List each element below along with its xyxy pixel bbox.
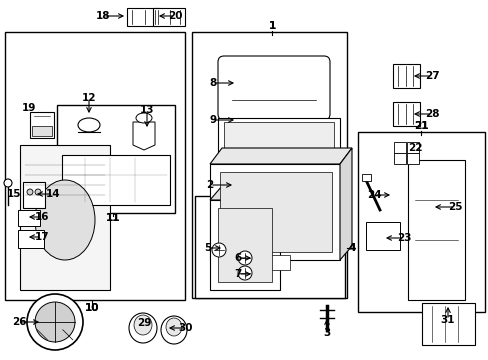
Polygon shape [18, 210, 40, 226]
Bar [195, 196, 345, 298]
Bar [62, 155, 170, 205]
Ellipse shape [134, 315, 152, 335]
Bar [32, 126, 52, 136]
Text: 22: 22 [407, 143, 421, 153]
Text: 10: 10 [84, 303, 99, 313]
Bar [357, 132, 484, 312]
Text: 26: 26 [12, 317, 26, 327]
Circle shape [27, 294, 83, 350]
Text: 7: 7 [234, 269, 241, 279]
Text: 28: 28 [424, 109, 438, 119]
Polygon shape [209, 186, 291, 200]
Text: 20: 20 [167, 11, 182, 21]
Text: 15: 15 [7, 189, 21, 199]
Text: 1: 1 [268, 21, 275, 31]
FancyBboxPatch shape [406, 142, 418, 153]
Bar [218, 118, 339, 160]
Text: 4: 4 [347, 243, 355, 253]
Bar [209, 164, 339, 260]
Text: 8: 8 [209, 78, 216, 88]
Ellipse shape [35, 180, 95, 260]
Bar [224, 122, 333, 156]
Circle shape [27, 189, 33, 195]
Polygon shape [23, 182, 45, 208]
FancyBboxPatch shape [361, 174, 370, 180]
Text: 29: 29 [137, 318, 151, 328]
Polygon shape [218, 208, 271, 282]
FancyBboxPatch shape [406, 153, 418, 164]
Text: 13: 13 [140, 105, 154, 115]
Polygon shape [339, 148, 351, 260]
Text: 31: 31 [440, 315, 454, 325]
Text: 27: 27 [424, 71, 438, 81]
Text: 5: 5 [204, 243, 211, 253]
Text: 19: 19 [22, 103, 36, 113]
Text: 16: 16 [35, 212, 49, 222]
FancyBboxPatch shape [218, 56, 329, 120]
Bar [57, 105, 175, 213]
FancyBboxPatch shape [393, 153, 405, 164]
Circle shape [238, 266, 251, 280]
Ellipse shape [136, 113, 152, 123]
Text: 11: 11 [105, 213, 120, 223]
Text: 24: 24 [366, 190, 381, 200]
Ellipse shape [161, 316, 186, 344]
Circle shape [35, 189, 41, 195]
Bar [392, 64, 419, 88]
Ellipse shape [165, 318, 182, 336]
Bar [392, 102, 419, 126]
Bar [5, 32, 184, 300]
Bar [153, 8, 184, 26]
Circle shape [4, 179, 12, 187]
Bar [127, 8, 160, 26]
Text: 14: 14 [45, 189, 60, 199]
Polygon shape [209, 148, 351, 164]
Text: 11: 11 [105, 213, 120, 223]
Text: 10: 10 [84, 303, 99, 313]
Circle shape [238, 251, 251, 265]
Bar [249, 255, 289, 270]
Bar [421, 303, 474, 345]
FancyBboxPatch shape [393, 142, 405, 153]
Circle shape [35, 302, 75, 342]
Polygon shape [133, 122, 155, 150]
Polygon shape [18, 230, 44, 248]
Text: 17: 17 [35, 232, 49, 242]
Text: 21: 21 [413, 121, 427, 131]
Ellipse shape [78, 118, 100, 132]
Bar [30, 112, 54, 138]
Text: 3: 3 [323, 328, 330, 338]
Bar [220, 172, 331, 252]
Text: 18: 18 [96, 11, 110, 21]
Polygon shape [407, 160, 464, 300]
Text: 23: 23 [396, 233, 410, 243]
Text: 12: 12 [81, 93, 96, 103]
Text: 9: 9 [209, 115, 216, 125]
Ellipse shape [129, 313, 157, 343]
Text: 6: 6 [234, 253, 241, 263]
Text: 25: 25 [447, 202, 461, 212]
Text: 1: 1 [268, 21, 275, 31]
Bar [192, 32, 346, 298]
Text: 4: 4 [347, 243, 355, 253]
Polygon shape [365, 222, 399, 250]
Polygon shape [209, 200, 280, 290]
Text: 30: 30 [179, 323, 193, 333]
Text: 21: 21 [413, 121, 427, 131]
Circle shape [212, 243, 225, 257]
Polygon shape [20, 145, 110, 290]
Text: 2: 2 [206, 180, 213, 190]
